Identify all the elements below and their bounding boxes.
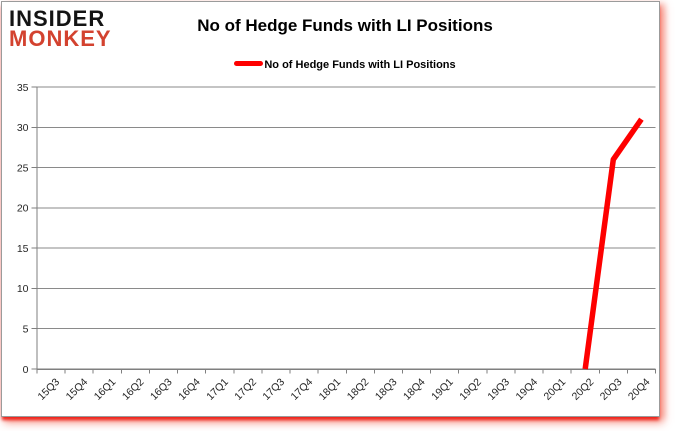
legend-line-swatch [234, 61, 264, 66]
legend-label: No of Hedge Funds with LI Positions [264, 59, 456, 71]
insider-monkey-logo: INSIDER MONKEY [9, 6, 112, 51]
logo-text-insider: INSIDER [9, 6, 106, 31]
chart-legend: No of Hedge Funds with LI Positions [150, 55, 540, 73]
logo-text-monkey: MONKEY [9, 26, 112, 51]
chart-image-frame [1, 1, 660, 417]
chart-title: No of Hedge Funds with LI Positions [197, 16, 493, 35]
